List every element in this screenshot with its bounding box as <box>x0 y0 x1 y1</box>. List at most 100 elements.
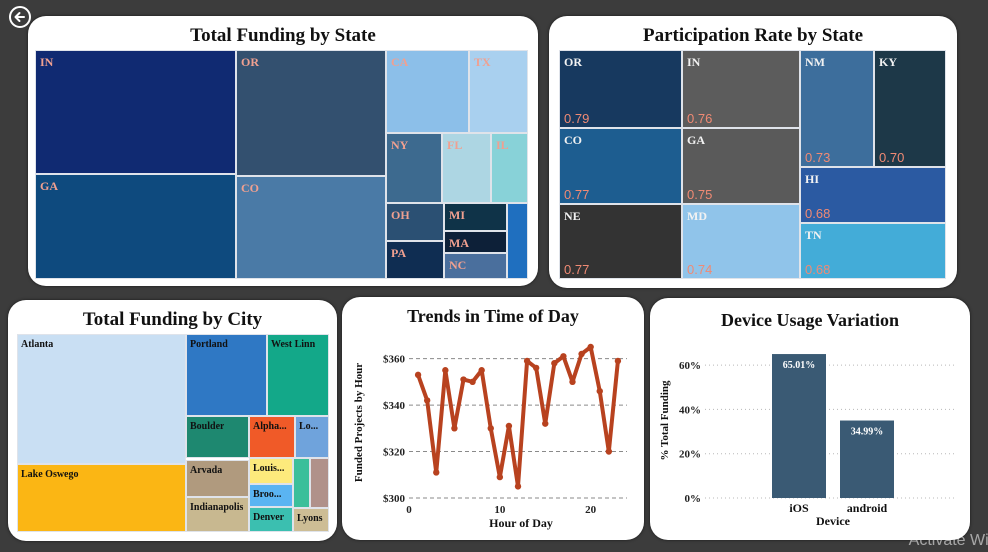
trends-data-point <box>578 350 585 358</box>
ptile-co[interactable]: CO 0.77 <box>559 128 682 204</box>
trends-data-point <box>478 367 485 374</box>
ctile-lyons-label: Lyons <box>297 513 323 524</box>
ctile-indianapolis[interactable]: Indianapolis <box>186 497 249 532</box>
city-funding-title: Total Funding by City <box>82 309 263 330</box>
trends-data-point <box>423 397 431 404</box>
trends-xaxis-label: Hour of Day <box>489 516 553 530</box>
ptile-md-label: MD <box>687 209 707 223</box>
ptile-hi-value: 0.68 <box>805 206 831 221</box>
trends-line-chart: $300 $320 $340 $360 0 10 20 Hour of Day Funded P… <box>353 343 627 530</box>
ctile-arvada[interactable]: Arvada <box>186 460 249 497</box>
ctile-lakeoswego[interactable]: Lake Oswego <box>17 464 186 532</box>
ptile-ga[interactable]: GA 0.75 <box>682 128 800 204</box>
ctile-lyons[interactable]: Lyons <box>293 508 329 532</box>
ctile-alpha-label: Alpha... <box>253 421 287 432</box>
ctile-indianapolis-label: Indianapolis <box>190 502 244 513</box>
ctile-broo-label: Broo... <box>253 489 282 500</box>
trends-data-point <box>614 357 622 365</box>
ptile-co-value: 0.77 <box>564 187 590 202</box>
tile-ca-label: CA <box>391 55 409 69</box>
ptile-hi[interactable]: HI 0.68 <box>800 167 946 223</box>
tile-pa[interactable]: PA <box>386 241 444 279</box>
trends-data-point <box>451 425 458 432</box>
device-ytick-label: 20% <box>679 449 701 461</box>
device-xtick-label: android <box>847 501 888 515</box>
tile-ga[interactable]: GA <box>35 174 236 279</box>
ctile-westlinn[interactable]: West Linn <box>267 334 329 416</box>
tile-tx[interactable]: TX <box>469 50 528 133</box>
ctile-lo[interactable]: Lo... <box>295 416 329 458</box>
device-card: Device Usage Variation 0% 20% 40% 60% 65.01%… <box>650 298 970 540</box>
ptile-ga-value: 0.75 <box>687 187 713 202</box>
device-bar-ios <box>772 354 826 498</box>
trends-data-point <box>560 353 567 360</box>
ptile-tn[interactable]: TN 0.68 <box>800 223 946 279</box>
tile-in[interactable]: IN <box>35 50 236 174</box>
tile-nc[interactable]: NC <box>444 253 507 279</box>
ptile-or[interactable]: OR 0.79 <box>559 50 682 128</box>
participation-card: Participation Rate by State OR 0.79 IN 0.76… <box>549 16 957 288</box>
tile-co-label: CO <box>241 181 259 195</box>
ptile-in-label: IN <box>687 55 701 69</box>
participation-title: Participation Rate by State <box>642 25 864 46</box>
ctile-lakeoswego-label: Lake Oswego <box>21 469 79 480</box>
tile-mi-label: MI <box>449 208 465 222</box>
tile-tx-label: TX <box>474 55 491 69</box>
tile-blue[interactable] <box>507 203 528 279</box>
ptile-ne[interactable]: NE 0.77 <box>559 204 682 279</box>
state-funding-treemap: IN OR GA CO CA TX NY FL IL OH MI MA PA NC <box>35 50 528 279</box>
city-funding-treemap: Atlanta Portland West Linn Boulder Alpha... L… <box>17 334 329 532</box>
tile-ny[interactable]: NY <box>386 133 442 203</box>
tile-in-label: IN <box>40 55 54 69</box>
trends-yaxis-label: Funded Projects by Hour <box>353 363 365 482</box>
tile-ma-label: MA <box>449 236 469 250</box>
ptile-ky[interactable]: KY 0.70 <box>874 50 946 167</box>
ptile-ky-value: 0.70 <box>879 150 905 165</box>
tile-or[interactable]: OR <box>236 50 386 176</box>
ctile-portland[interactable]: Portland <box>186 334 267 416</box>
tile-ny-label: NY <box>391 138 409 152</box>
trends-ytick-label: $340 <box>383 400 406 412</box>
back-button[interactable] <box>9 6 31 28</box>
tile-co[interactable]: CO <box>236 176 386 279</box>
ctile-boulder-label: Boulder <box>190 421 225 432</box>
tile-fl[interactable]: FL <box>442 133 491 203</box>
ctile-lo-label: Lo... <box>299 421 319 432</box>
trends-data-point <box>532 364 540 372</box>
ctile-denver-label: Denver <box>253 512 285 523</box>
device-xaxis-label: Device <box>816 514 851 528</box>
tile-ca[interactable]: CA <box>386 50 469 133</box>
tile-il-label: IL <box>496 138 509 152</box>
ctile-atlanta[interactable]: Atlanta <box>17 334 186 464</box>
trends-data-point <box>442 367 449 374</box>
tile-ma[interactable]: MA <box>444 231 507 253</box>
trends-data-point <box>569 378 576 386</box>
ptile-nm[interactable]: NM 0.73 <box>800 50 874 167</box>
ptile-in[interactable]: IN 0.76 <box>682 50 800 128</box>
state-funding-card: Total Funding by State IN OR GA CO CA TX NY FL I… <box>28 16 538 286</box>
ctile-teal[interactable] <box>293 458 310 508</box>
ptile-co-label: CO <box>564 133 582 147</box>
tile-ga-label: GA <box>40 179 58 193</box>
ctile-denver[interactable]: Denver <box>249 507 293 532</box>
trends-data-point <box>523 357 531 365</box>
ctile-boulder[interactable]: Boulder <box>186 416 249 458</box>
ptile-md[interactable]: MD 0.74 <box>682 204 800 279</box>
ctile-alpha[interactable]: Alpha... <box>249 416 295 458</box>
ptile-or-value: 0.79 <box>564 111 590 126</box>
ptile-tn-value: 0.68 <box>805 262 831 277</box>
tile-mi[interactable]: MI <box>444 203 507 231</box>
ctile-brown[interactable] <box>310 458 329 508</box>
trends-data-point <box>460 376 467 383</box>
ctile-broo[interactable]: Broo... <box>249 484 293 507</box>
ctile-louis[interactable]: Louis... <box>249 458 293 484</box>
ptile-or-label: OR <box>564 55 582 69</box>
ptile-ne-label: NE <box>564 209 581 223</box>
activate-windows-watermark: Activate Wir <box>908 532 988 549</box>
ctile-portland-label: Portland <box>190 339 228 350</box>
device-title: Device Usage Variation <box>721 310 899 330</box>
tile-il[interactable]: IL <box>491 133 528 203</box>
trends-data-point <box>551 360 558 367</box>
participation-treemap: OR 0.79 IN 0.76 NM 0.73 KY 0.70 CO 0.77 GA 0.75 HI 0.… <box>559 50 946 279</box>
tile-oh[interactable]: OH <box>386 203 444 241</box>
